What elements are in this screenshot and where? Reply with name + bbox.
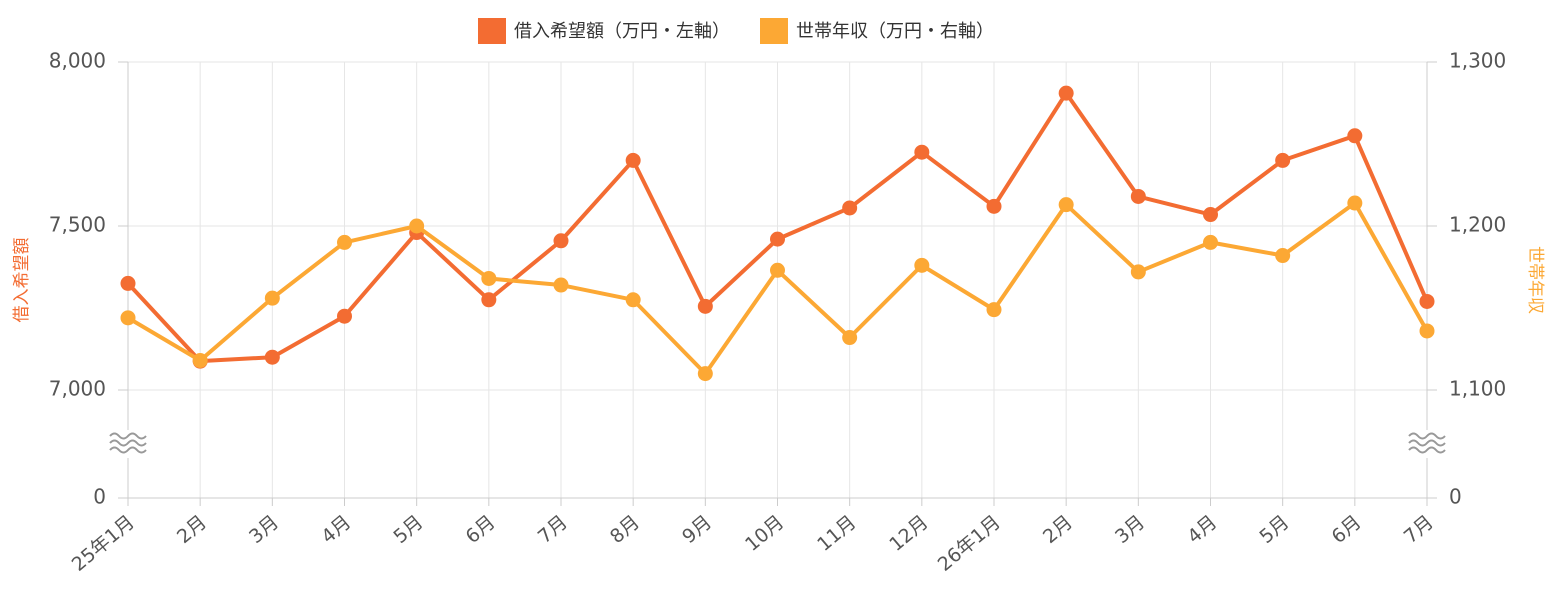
y2-axis-title: 世帯年収	[1525, 246, 1545, 314]
y2-tick-label: 1,100	[1449, 377, 1506, 401]
point	[120, 310, 136, 326]
point	[625, 152, 641, 168]
point	[697, 298, 713, 314]
point	[770, 231, 785, 247]
x-tick-label: 6月	[1328, 511, 1366, 548]
point	[770, 262, 785, 278]
point	[842, 200, 858, 216]
point	[1347, 195, 1363, 211]
y-tick-label: 7,500	[49, 213, 106, 237]
legend-label: 借入希望額（万円・左軸）	[514, 21, 730, 42]
legend: 借入希望額（万円・左軸） 世帯年収（万円・右軸）	[478, 18, 994, 44]
point	[625, 292, 641, 308]
legend-swatch	[760, 18, 788, 44]
axis-break	[1408, 446, 1446, 454]
point	[1058, 85, 1074, 101]
x-tick-label: 5月	[1255, 511, 1293, 548]
point	[1419, 293, 1435, 309]
point	[1130, 264, 1146, 280]
point	[914, 144, 930, 160]
point	[1203, 207, 1218, 223]
axis-break	[109, 446, 147, 454]
x-tick-label: 8月	[606, 511, 644, 548]
y-tick-label: 0	[93, 485, 106, 509]
point	[914, 257, 930, 273]
x-tick-label: 12月	[885, 511, 932, 556]
axis-break	[109, 432, 147, 440]
x-tick-label: 7月	[534, 511, 572, 548]
axis-break	[1408, 439, 1446, 447]
point	[1130, 188, 1146, 204]
x-tick-label: 11月	[813, 511, 860, 556]
x-tick-label: 6月	[462, 511, 500, 548]
point	[986, 198, 1002, 214]
point	[1419, 323, 1435, 339]
y2-tick-label: 1,300	[1449, 49, 1506, 73]
x-tick-label: 26年1月	[934, 511, 1005, 576]
legend-label: 世帯年収（万円・右軸）	[796, 21, 994, 42]
point	[120, 275, 136, 291]
point	[1275, 248, 1291, 264]
x-tick-label: 3月	[245, 511, 283, 548]
x-tick-label: 10月	[741, 511, 788, 556]
point	[409, 218, 425, 234]
axis-break	[1408, 432, 1446, 440]
y2-tick-label: 0	[1449, 485, 1462, 509]
point	[986, 302, 1002, 318]
axis-break	[109, 439, 147, 447]
x-tick-label: 2月	[173, 511, 211, 548]
point	[553, 277, 569, 293]
point	[192, 352, 208, 368]
x-tick-label: 7月	[1400, 511, 1438, 548]
legend-swatch	[478, 18, 506, 44]
y2-tick-label: 1,200	[1449, 213, 1506, 237]
x-tick-label: 2月	[1039, 511, 1077, 548]
x-tick-label: 25年1月	[68, 511, 139, 576]
point	[1275, 152, 1291, 168]
point	[337, 308, 352, 324]
x-tick-label: 4月	[317, 511, 355, 548]
y-tick-label: 7,000	[49, 377, 106, 401]
point	[842, 330, 858, 346]
point	[553, 233, 569, 249]
point	[264, 290, 280, 306]
y-tick-label: 8,000	[49, 49, 106, 73]
point	[697, 366, 713, 382]
x-tick-label: 3月	[1111, 511, 1149, 548]
point	[1203, 234, 1218, 250]
x-tick-label: 4月	[1183, 511, 1221, 548]
x-tick-label: 5月	[389, 511, 427, 548]
x-tick-label: 9月	[678, 511, 716, 548]
point	[1058, 197, 1074, 213]
point	[1347, 128, 1363, 144]
point	[264, 349, 280, 365]
y-axis-title: 借入希望額	[12, 238, 32, 323]
point	[481, 292, 497, 308]
point	[481, 270, 497, 286]
point	[337, 234, 352, 250]
